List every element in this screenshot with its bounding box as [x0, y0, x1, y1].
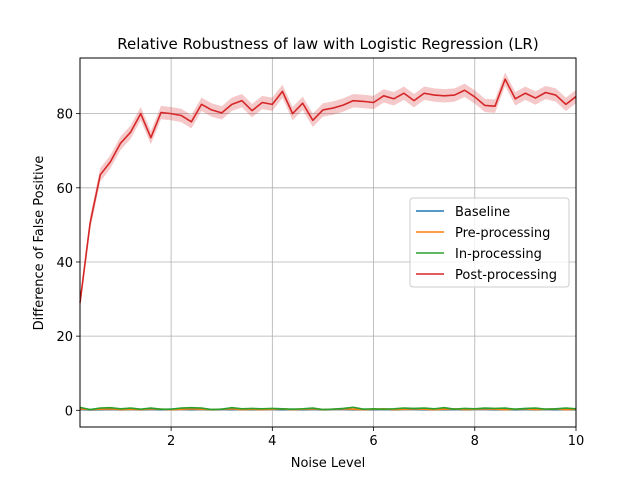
x-tick-label: 8 — [471, 434, 479, 449]
legend: Baseline Pre-processing In-processing Post-… — [409, 197, 570, 288]
axis-ticks: 2 4 6 8 10 0 20 40 60 80 — [56, 108, 584, 449]
legend-label-baseline: Baseline — [455, 205, 510, 220]
plot-frame — [79, 57, 577, 428]
y-tick-label: 40 — [56, 256, 73, 271]
post-processing-band — [80, 72, 576, 310]
legend-label-in-processing: In-processing — [455, 247, 542, 262]
x-tick-label: 4 — [268, 434, 276, 449]
legend-label-pre-processing: Pre-processing — [455, 226, 550, 241]
x-axis-title: Noise Level — [291, 456, 366, 471]
y-tick-label: 20 — [56, 330, 73, 345]
x-tick-label: 10 — [568, 434, 585, 449]
x-tick-label: 2 — [167, 434, 175, 449]
y-tick-label: 0 — [65, 404, 73, 419]
post-processing-line — [79, 78, 577, 303]
confidence-bands — [80, 72, 576, 310]
series-lines — [79, 78, 577, 411]
legend-box — [409, 197, 570, 288]
y-axis-title: Difference of False Positive — [32, 156, 47, 331]
y-tick-label: 60 — [56, 182, 73, 197]
y-tick-label: 80 — [56, 108, 73, 123]
legend-label-post-processing: Post-processing — [455, 268, 557, 283]
x-tick-label: 6 — [369, 434, 377, 449]
chart-title: Relative Robustness of law with Logistic… — [117, 35, 538, 53]
in-processing-line — [79, 406, 577, 411]
